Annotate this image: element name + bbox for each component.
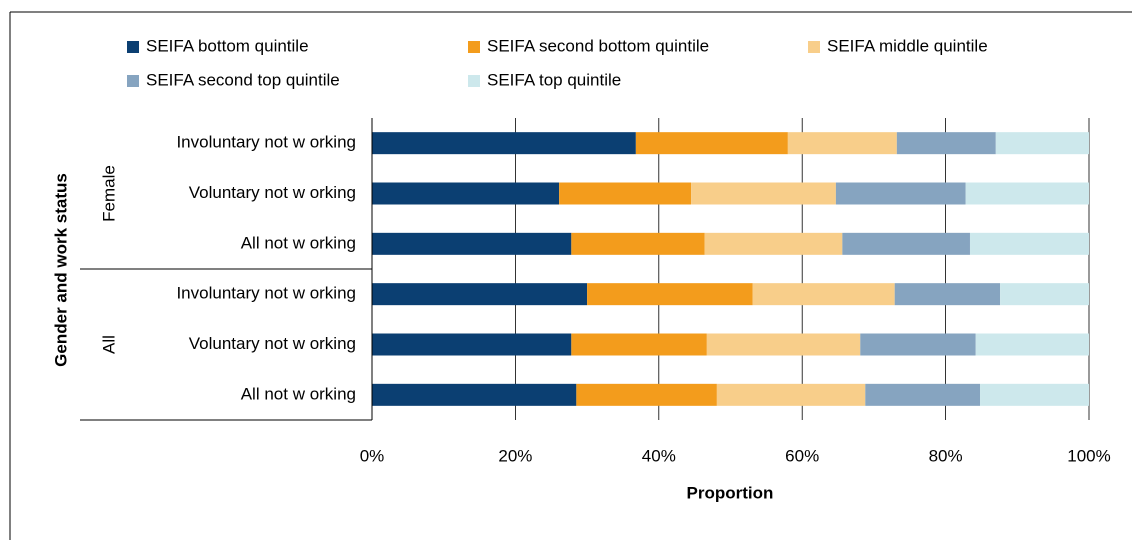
x-tick-label: 20% — [498, 446, 532, 465]
legend-swatch — [808, 41, 820, 53]
x-axis-label: Proportion — [687, 483, 774, 502]
bar-segment — [571, 333, 707, 356]
y-tick-label: All not w orking — [241, 233, 356, 252]
bar-segment — [372, 283, 588, 306]
y-tick-label: Voluntary not w orking — [189, 183, 356, 202]
bar-segment — [969, 232, 1089, 255]
bar-segment — [842, 232, 970, 255]
bar-segment — [835, 182, 966, 205]
legend-label: SEIFA top quintile — [487, 70, 621, 89]
bar-segment — [372, 333, 572, 356]
legend-swatch — [127, 41, 139, 53]
bar-segment — [706, 333, 861, 356]
bar-segment — [576, 383, 717, 406]
y-tick-label: Involuntary not w orking — [176, 284, 356, 303]
bar-segment — [571, 232, 705, 255]
bar-segment — [372, 182, 560, 205]
bar-segment — [865, 383, 981, 406]
bar-segment — [860, 333, 976, 356]
y-tick-label: Voluntary not w orking — [189, 334, 356, 353]
bar-segment — [965, 182, 1089, 205]
x-tick-label: 0% — [360, 446, 385, 465]
legend-label: SEIFA bottom quintile — [146, 36, 309, 55]
legend-label: SEIFA second top quintile — [146, 70, 340, 89]
bar-segment — [587, 283, 753, 306]
x-tick-label: 80% — [929, 446, 963, 465]
legend-label: SEIFA second bottom quintile — [487, 36, 709, 55]
bar-segment — [372, 132, 636, 155]
bar-segment — [691, 182, 836, 205]
x-tick-label: 100% — [1067, 446, 1110, 465]
legend-label: SEIFA middle quintile — [827, 36, 988, 55]
x-tick-label: 40% — [642, 446, 676, 465]
bar-segment — [1000, 283, 1089, 306]
x-tick-label: 60% — [785, 446, 819, 465]
y-tick-label: Involuntary not w orking — [176, 133, 356, 152]
bar-segment — [896, 132, 996, 155]
bar-segment — [787, 132, 897, 155]
group-label: Female — [99, 165, 118, 222]
bar-segment — [995, 132, 1089, 155]
bar-segment — [716, 383, 866, 406]
bar-segment — [635, 132, 788, 155]
legend-swatch — [127, 75, 139, 87]
bar-segment — [894, 283, 1001, 306]
legend-swatch — [468, 75, 480, 87]
bar-segment — [372, 383, 577, 406]
bar-segment — [559, 182, 692, 205]
group-label: All — [99, 335, 118, 354]
y-axis-label: Gender and work status — [51, 173, 70, 367]
legend-swatch — [468, 41, 480, 53]
bar-segment — [980, 383, 1089, 406]
bar-segment — [752, 283, 895, 306]
bar-segment — [372, 232, 572, 255]
bar-segment — [975, 333, 1089, 356]
y-tick-label: All not w orking — [241, 384, 356, 403]
bar-segment — [704, 232, 843, 255]
